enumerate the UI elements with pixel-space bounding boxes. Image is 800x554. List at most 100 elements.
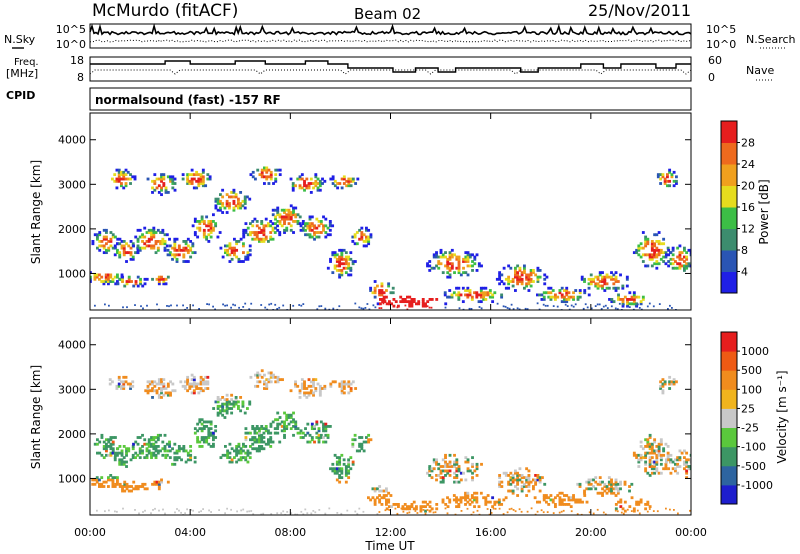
velocity-cell xyxy=(264,429,268,433)
velocity-cell xyxy=(98,485,101,488)
velocity-cell xyxy=(260,436,264,439)
power-cell xyxy=(242,233,246,237)
velocity-cell xyxy=(214,436,218,439)
power-cell xyxy=(435,264,438,268)
power-cell xyxy=(450,262,454,266)
velocity-cell xyxy=(228,451,232,455)
power-cell xyxy=(262,224,266,228)
power-cell xyxy=(304,228,307,232)
velocity-cell xyxy=(102,456,106,460)
power-cell xyxy=(318,305,321,308)
velocity-cell xyxy=(659,440,663,444)
power-cell xyxy=(475,295,479,299)
velocity-ytick-label: 3000 xyxy=(58,383,86,396)
power-cell xyxy=(518,266,522,270)
power-cell xyxy=(269,175,273,179)
velocity-cell xyxy=(659,380,663,384)
power-cell xyxy=(98,277,101,281)
velocity-cell xyxy=(480,462,483,466)
power-cell xyxy=(173,188,177,192)
power-cell xyxy=(248,308,251,310)
velocity-cell xyxy=(300,387,304,390)
velocity-cell xyxy=(527,482,531,486)
power-cell xyxy=(100,240,104,243)
power-cell xyxy=(156,303,158,306)
power-cell xyxy=(655,260,659,263)
power-cell xyxy=(127,275,131,279)
velocity-cell xyxy=(560,503,564,506)
power-cell xyxy=(192,186,196,190)
power-cell xyxy=(668,179,672,183)
freq-series xyxy=(90,60,691,73)
power-cell xyxy=(678,253,682,257)
power-cell xyxy=(612,286,616,290)
power-cell xyxy=(424,304,427,308)
power-cell xyxy=(514,271,517,275)
power-cell xyxy=(529,271,533,275)
velocity-cell xyxy=(322,429,325,433)
power-cell xyxy=(538,269,542,272)
power-colorbar-swatch xyxy=(721,207,737,229)
velocity-cell xyxy=(199,387,203,390)
power-cell xyxy=(603,282,607,286)
velocity-cell xyxy=(111,380,114,384)
power-cell xyxy=(228,244,232,248)
velocity-cell xyxy=(338,460,342,464)
power-cell xyxy=(507,264,511,268)
velocity-cell xyxy=(155,389,159,393)
velocity-cell xyxy=(173,389,177,393)
velocity-cell xyxy=(237,445,241,448)
power-cell xyxy=(255,233,259,237)
velocity-cell xyxy=(318,391,322,395)
power-cell xyxy=(509,266,513,270)
velocity-cell xyxy=(659,442,663,446)
velocity-cell xyxy=(242,445,245,448)
power-cell xyxy=(610,275,613,279)
velocity-cell xyxy=(317,433,321,437)
power-cell xyxy=(687,248,691,252)
power-cell xyxy=(260,240,264,243)
velocity-cell xyxy=(326,425,330,428)
velocity-cell xyxy=(621,507,625,511)
velocity-cell xyxy=(554,503,557,506)
power-cell xyxy=(583,289,587,292)
velocity-cell xyxy=(298,391,302,395)
power-cell xyxy=(190,179,194,183)
power-cell xyxy=(675,175,678,179)
power-cell xyxy=(426,264,429,268)
velocity-cell xyxy=(650,460,654,464)
velocity-cell xyxy=(403,507,407,511)
velocity-cell xyxy=(547,503,551,506)
power-cell xyxy=(328,308,331,310)
velocity-cell xyxy=(665,458,668,462)
power-cell xyxy=(543,282,547,286)
power-cell xyxy=(668,184,672,188)
velocity-cell xyxy=(292,433,295,437)
velocity-cell xyxy=(612,482,616,486)
velocity-cell xyxy=(551,500,555,504)
power-cell xyxy=(374,306,377,309)
nsearch-label: N.Search xyxy=(746,33,796,46)
power-cell xyxy=(676,262,680,266)
power-cell xyxy=(628,302,632,306)
velocity-cell xyxy=(464,456,468,460)
velocity-cell xyxy=(533,496,537,500)
velocity-cell xyxy=(221,413,225,417)
power-cell xyxy=(318,179,322,183)
power-cell xyxy=(538,275,542,279)
velocity-cell xyxy=(639,456,643,460)
power-cell xyxy=(233,253,236,257)
power-cell xyxy=(109,273,113,277)
power-cell xyxy=(594,282,598,286)
power-cell xyxy=(381,300,385,304)
power-cell xyxy=(632,293,636,297)
power-cell xyxy=(470,298,474,301)
velocity-cell xyxy=(596,482,600,486)
power-cell xyxy=(317,231,321,234)
power-cell xyxy=(480,264,483,268)
power-cell xyxy=(523,264,526,268)
power-cell xyxy=(166,275,170,279)
power-cell xyxy=(448,275,452,279)
power-cell xyxy=(208,303,210,306)
velocity-cell xyxy=(635,503,639,506)
